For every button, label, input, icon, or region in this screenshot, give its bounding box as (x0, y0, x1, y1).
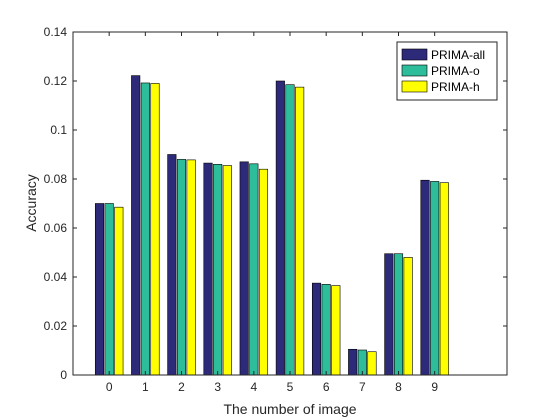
bar-PRIMA-h-3 (222, 165, 232, 376)
x-tick-label: 5 (287, 380, 294, 394)
legend-entry: PRIMA-h (431, 80, 480, 94)
x-axis-label: The number of image (223, 401, 356, 417)
x-tick-label: 8 (395, 380, 402, 394)
bar-PRIMA-o-3 (213, 164, 223, 376)
x-tick-label: 9 (431, 380, 438, 394)
x-tick-label: 6 (323, 380, 330, 394)
bar-PRIMA-o-5 (285, 84, 295, 376)
bar-PRIMA-all-9 (420, 179, 430, 376)
bar-PRIMA-h-7 (367, 351, 377, 376)
bar-PRIMA-h-4 (258, 168, 269, 376)
legend-swatch (401, 80, 428, 93)
bar-PRIMA-h-8 (403, 257, 413, 376)
x-tick-label: 3 (214, 380, 221, 394)
bar-PRIMA-h-0 (114, 206, 124, 376)
bar-PRIMA-o-0 (104, 203, 114, 376)
y-tick-label: 0.02 (44, 319, 68, 333)
y-tick-label: 0 (60, 368, 67, 382)
y-tick-label: 0.12 (44, 74, 68, 88)
y-tick-label: 0.14 (44, 25, 68, 39)
x-axis: 0 1 2 3 4 5 6 7 8 9 (106, 32, 438, 394)
y-tick-label: 0.06 (44, 221, 68, 235)
y-tick-label: 0.1 (50, 123, 67, 137)
bar-PRIMA-all-0 (94, 203, 105, 376)
bar-PRIMA-h-1 (150, 83, 160, 376)
legend-swatch (401, 48, 428, 61)
legend-entry: PRIMA-all (431, 48, 485, 62)
bar-PRIMA-o-2 (176, 159, 187, 376)
x-tick-label: 0 (106, 380, 113, 394)
bar-PRIMA-all-7 (348, 348, 358, 376)
bar-PRIMA-o-8 (393, 253, 404, 376)
bar-PRIMA-o-9 (430, 181, 440, 376)
x-tick-label: 4 (250, 380, 257, 394)
bar-PRIMA-h-5 (295, 86, 305, 376)
bar-PRIMA-o-4 (249, 163, 259, 376)
bar-PRIMA-all-6 (311, 282, 322, 376)
bar-PRIMA-h-9 (439, 182, 449, 376)
bar-PRIMA-o-6 (321, 284, 331, 376)
x-tick-label: 2 (178, 380, 185, 394)
x-tick-label: 7 (359, 380, 366, 394)
bar-PRIMA-all-2 (167, 154, 177, 376)
legend: PRIMA-all PRIMA-o PRIMA-h (396, 41, 498, 101)
y-axis: 0 0.02 0.04 0.06 0.08 0.1 0.12 0.14 (44, 25, 507, 382)
legend-swatch (401, 64, 428, 77)
bar-PRIMA-all-3 (203, 162, 213, 376)
x-tick-label: 1 (142, 380, 149, 394)
bar-PRIMA-all-4 (239, 161, 249, 376)
bar-PRIMA-h-6 (331, 285, 341, 376)
bar-PRIMA-h-2 (186, 159, 196, 376)
bar-PRIMA-all-8 (384, 253, 394, 376)
legend-entry: PRIMA-o (431, 64, 480, 78)
y-axis-label: Accuracy (23, 174, 39, 232)
y-tick-label: 0.08 (44, 172, 68, 186)
bar-PRIMA-all-5 (275, 80, 285, 376)
y-tick-label: 0.04 (44, 270, 68, 284)
bar-PRIMA-all-1 (131, 75, 141, 376)
bar-PRIMA-o-1 (140, 82, 150, 376)
